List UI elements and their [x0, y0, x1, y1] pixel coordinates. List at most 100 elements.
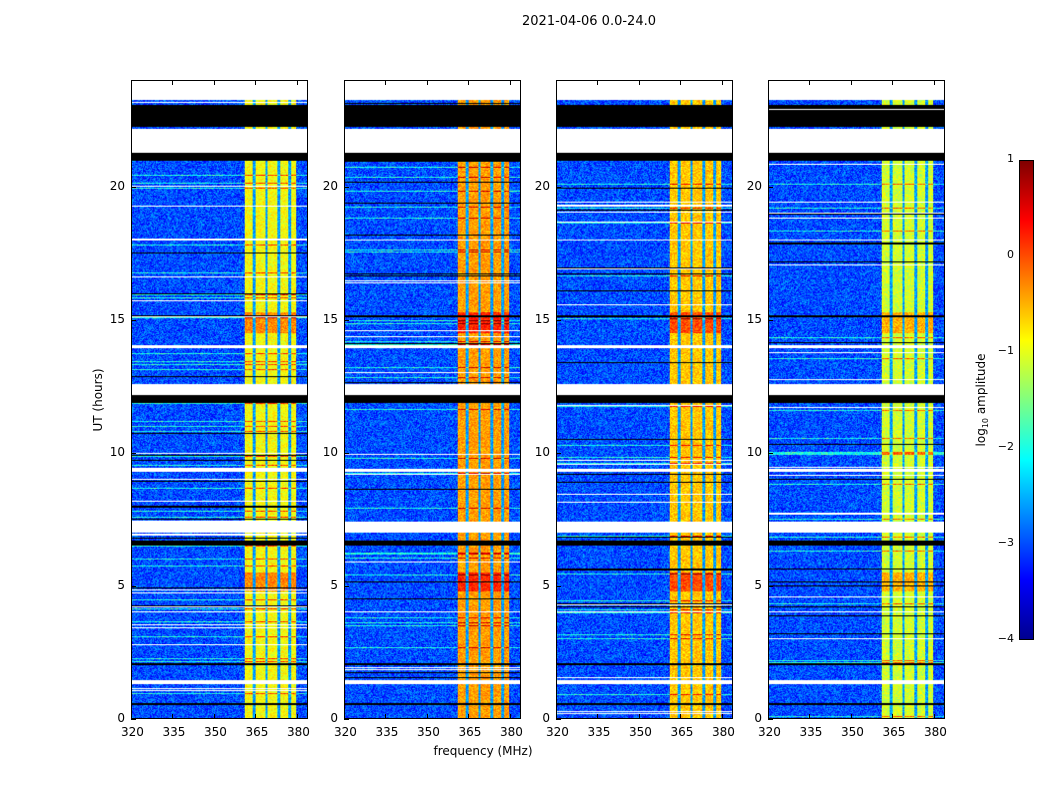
x-tick-mark: [597, 80, 599, 85]
x-tick-label: 335: [162, 725, 186, 739]
heatmap-panel: [556, 80, 733, 719]
y-tick-label: 0: [542, 711, 550, 725]
x-tick-label: 335: [375, 725, 399, 739]
colorbar: [1019, 160, 1034, 640]
heatmap-panel: [131, 80, 308, 719]
panel-title: XY, V1*V7=EA02*EA24: [0, 36, 525, 54]
y-tick-label: 15: [746, 311, 762, 326]
y-tick-mark: [556, 719, 561, 720]
y-tick-mark: [768, 319, 773, 321]
x-tick-mark: [556, 80, 557, 85]
x-tick-mark: [385, 714, 387, 719]
heatmap-panel: [344, 80, 521, 719]
heatmap-cells: [557, 81, 732, 718]
x-tick-mark: [213, 80, 215, 85]
x-tick-label: 380: [286, 725, 310, 739]
x-tick-mark: [296, 714, 298, 719]
y-axis-label: UT (hours): [91, 368, 105, 432]
y-tick-mark: [344, 186, 349, 188]
y-tick-label: 15: [534, 311, 550, 326]
x-tick-mark: [721, 714, 723, 719]
y-tick-mark: [768, 452, 773, 454]
x-tick-label: 365: [245, 725, 269, 739]
y-tick-mark: [131, 186, 136, 188]
x-tick-mark: [468, 80, 470, 85]
y-tick-label: 15: [322, 311, 338, 326]
y-tick-mark: [131, 319, 136, 321]
y-tick-label: 0: [117, 711, 125, 725]
panel-title: XX, V1*V7=EA02*EA24: [0, 0, 525, 18]
x-tick-label: 350: [416, 725, 440, 739]
x-tick-mark: [850, 80, 852, 85]
y-tick-label: 0: [754, 711, 762, 725]
colorbar-tick-label: 1: [1007, 152, 1014, 165]
x-tick-label: 320: [121, 725, 144, 739]
y-tick-label: 10: [534, 444, 550, 459]
x-tick-label: 380: [923, 725, 947, 739]
colorbar-tick-label: −4: [997, 632, 1014, 645]
x-tick-mark: [255, 80, 257, 85]
x-tick-label: 350: [628, 725, 652, 739]
panel-title: YY, V1*V7=EA02*EA24: [0, 18, 525, 36]
x-tick-mark: [809, 80, 811, 85]
x-tick-mark: [426, 714, 428, 719]
heatmap-cells: [345, 81, 520, 718]
x-tick-mark: [509, 714, 511, 719]
x-tick-mark: [213, 714, 215, 719]
y-tick-label: 5: [330, 577, 338, 592]
x-tick-mark: [426, 80, 428, 85]
y-tick-mark: [344, 319, 349, 321]
y-tick-mark: [556, 585, 561, 587]
colorbar-label: log10 amplitude: [973, 353, 991, 447]
x-tick-label: 335: [799, 725, 823, 739]
x-tick-mark: [768, 714, 769, 719]
y-tick-label: 5: [542, 577, 550, 592]
x-tick-mark: [933, 714, 935, 719]
x-tick-label: 380: [499, 725, 523, 739]
heatmap-panel: [768, 80, 945, 719]
x-tick-label: 365: [458, 725, 482, 739]
x-tick-mark: [344, 714, 345, 719]
x-tick-mark: [255, 714, 257, 719]
x-tick-mark: [509, 80, 511, 85]
y-tick-mark: [768, 186, 773, 188]
y-tick-mark: [344, 585, 349, 587]
x-tick-label: 350: [203, 725, 227, 739]
y-tick-mark: [556, 452, 561, 454]
y-tick-label: 20: [746, 178, 762, 193]
x-tick-label: 365: [670, 725, 694, 739]
y-tick-mark: [344, 452, 349, 454]
panel-title: YX, V1*V7=EA02*EA24: [0, 54, 525, 72]
y-tick-label: 10: [746, 444, 762, 459]
x-tick-label: 320: [334, 725, 357, 739]
y-tick-label: 0: [330, 711, 338, 725]
x-axis-label: frequency (MHz): [433, 744, 533, 758]
x-tick-label: 320: [546, 725, 569, 739]
heatmap-cells: [769, 81, 944, 718]
colorbar-tick-label: −2: [997, 440, 1014, 453]
colorbar-tick-label: −3: [997, 536, 1014, 549]
x-tick-mark: [680, 80, 682, 85]
colorbar-tick-label: −1: [997, 344, 1014, 357]
y-tick-mark: [131, 719, 136, 720]
x-tick-mark: [638, 714, 640, 719]
x-tick-mark: [892, 80, 894, 85]
y-tick-label: 10: [322, 444, 338, 459]
figure-title: 2021-04-06 0.0-24.0: [522, 14, 656, 29]
x-tick-mark: [556, 714, 557, 719]
y-tick-label: 15: [109, 311, 125, 326]
x-tick-label: 350: [840, 725, 864, 739]
y-tick-label: 10: [109, 444, 125, 459]
x-tick-mark: [385, 80, 387, 85]
x-tick-label: 335: [587, 725, 611, 739]
y-tick-mark: [768, 719, 773, 720]
y-tick-label: 20: [322, 178, 338, 193]
x-tick-label: 320: [758, 725, 781, 739]
x-tick-mark: [809, 714, 811, 719]
x-tick-mark: [131, 80, 132, 85]
x-tick-mark: [131, 714, 132, 719]
y-tick-mark: [344, 719, 349, 720]
x-tick-mark: [344, 80, 345, 85]
x-tick-label: 365: [882, 725, 906, 739]
